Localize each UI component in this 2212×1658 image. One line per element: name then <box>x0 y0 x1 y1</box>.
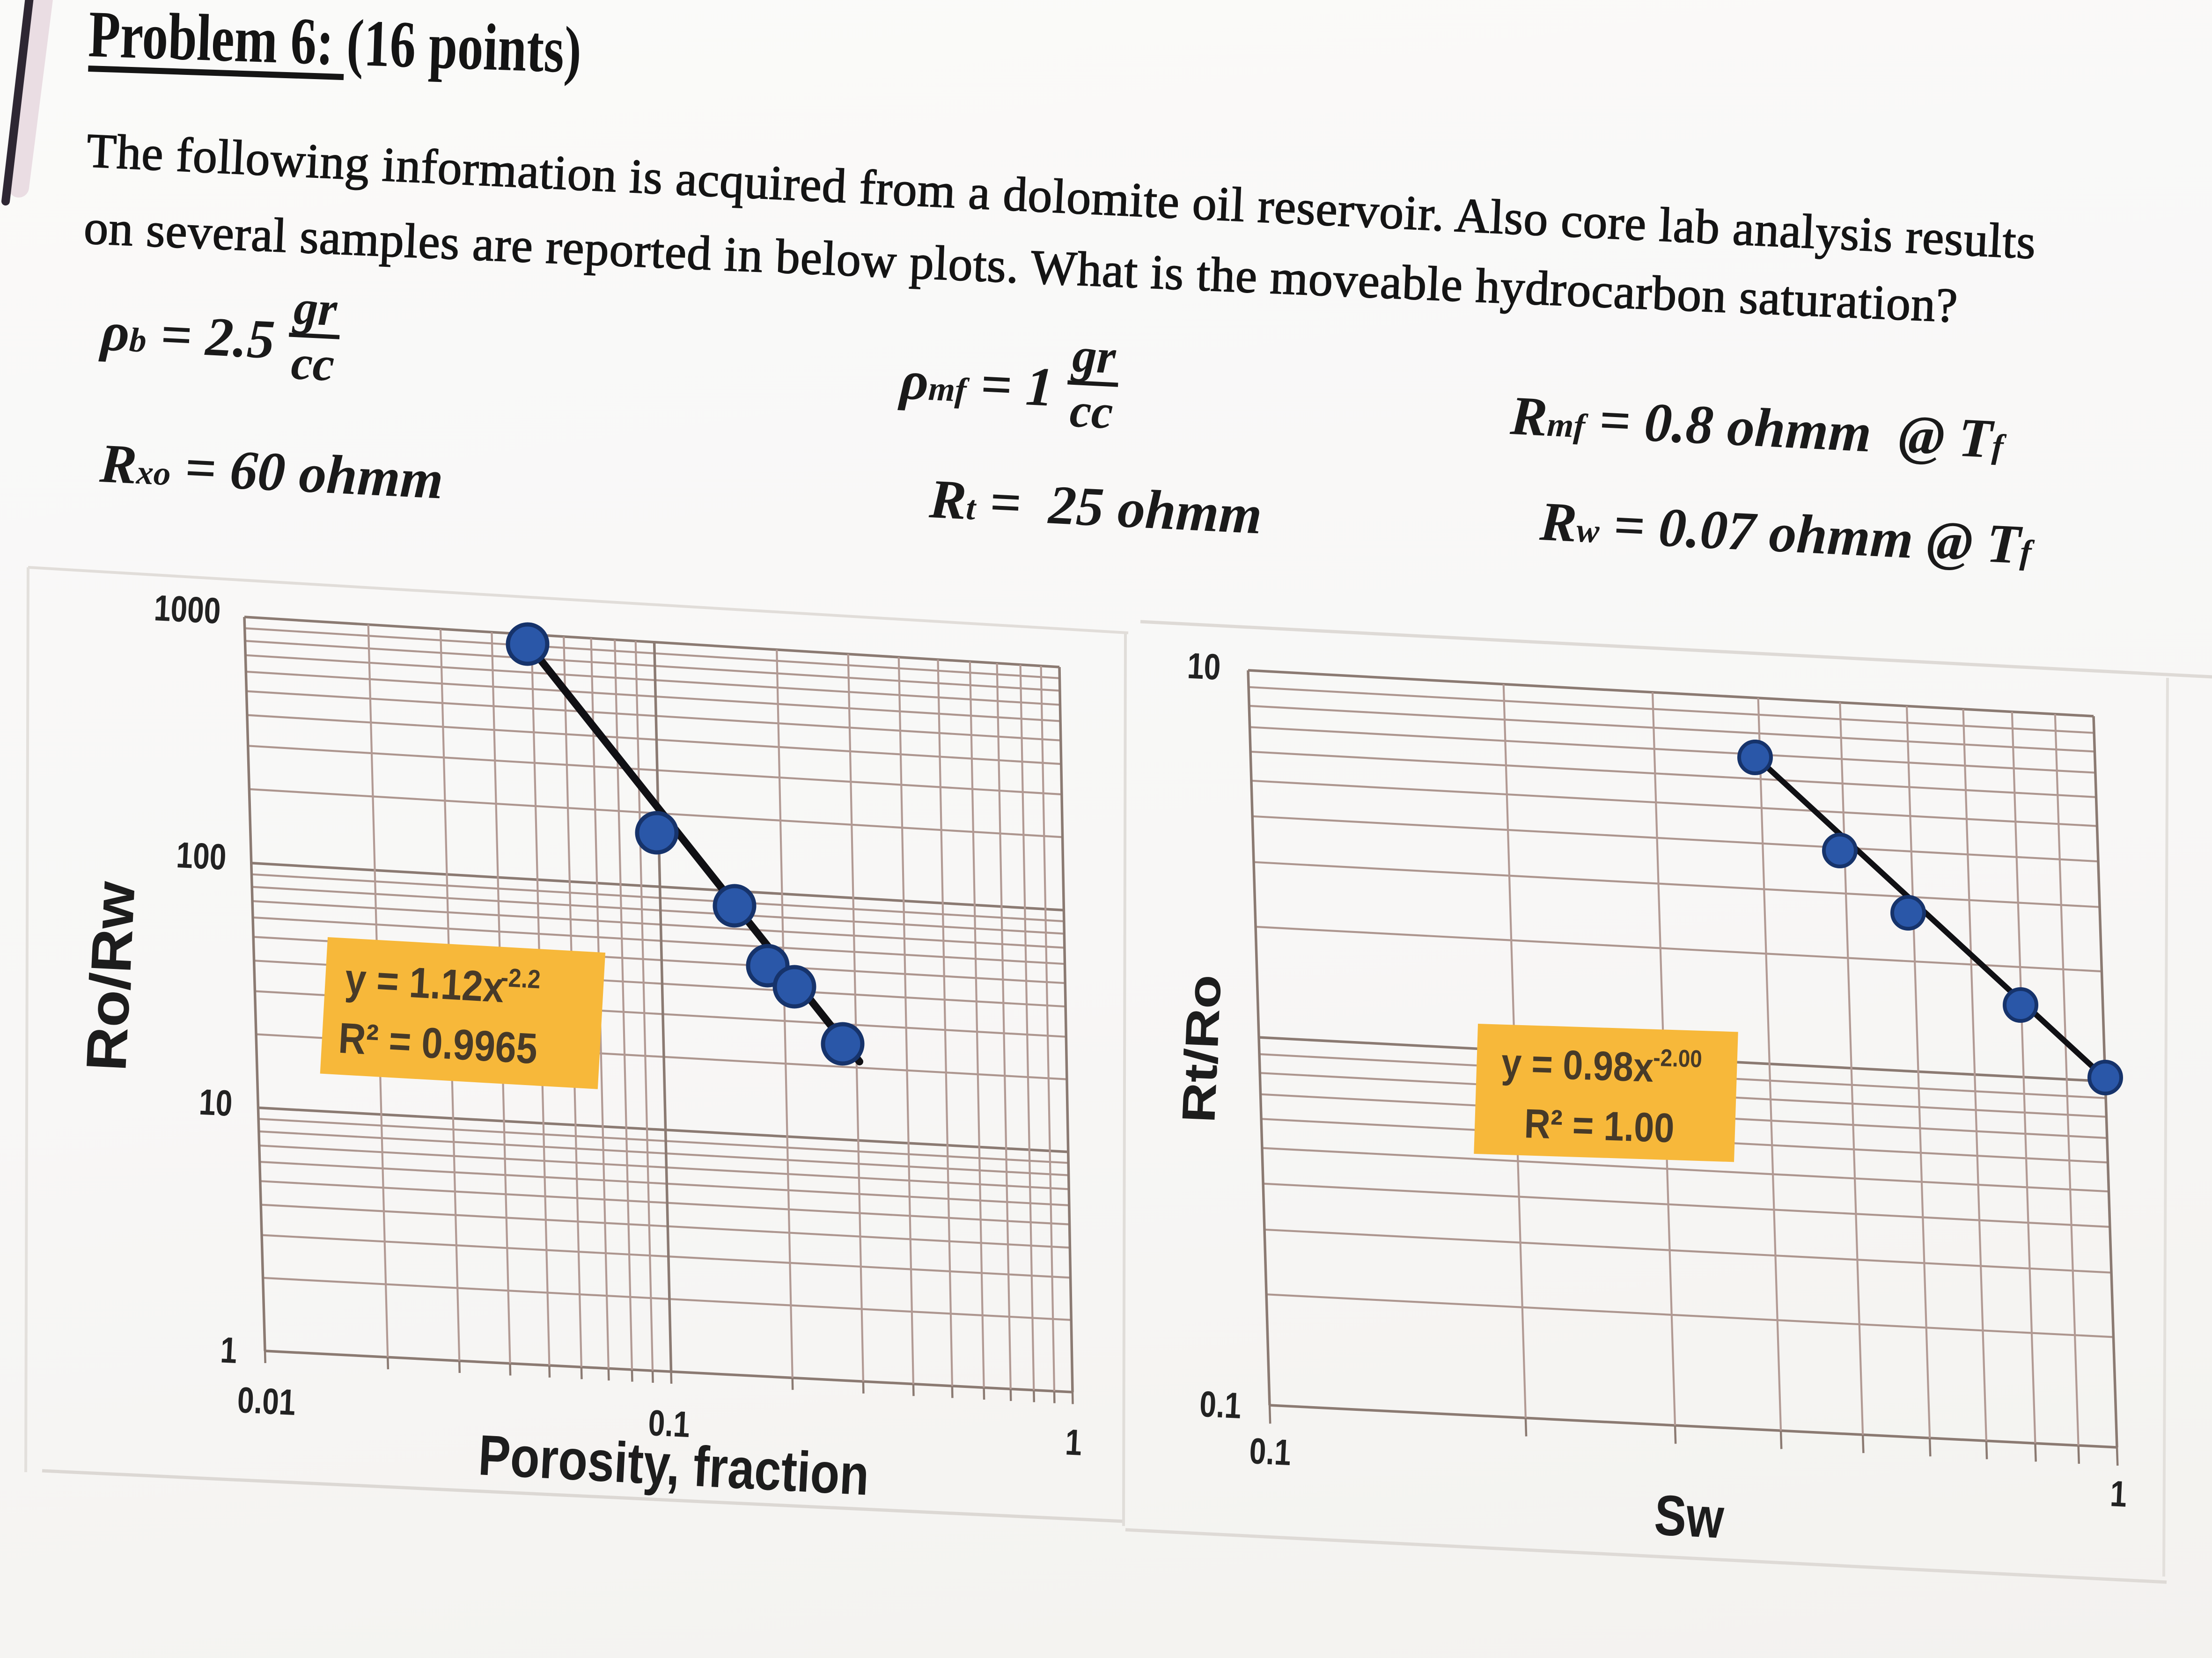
svg-text:R² = 0.9965: R² = 0.9965 <box>337 1014 538 1073</box>
svg-text:Ro/Rw: Ro/Rw <box>74 880 147 1072</box>
svg-text:0.1: 0.1 <box>1249 1431 1292 1474</box>
svg-text:1: 1 <box>220 1329 238 1371</box>
svg-text:10: 10 <box>198 1082 233 1124</box>
svg-text:0.1: 0.1 <box>1198 1384 1242 1427</box>
svg-text:-2.2: -2.2 <box>500 963 541 994</box>
svg-text:Sw: Sw <box>1653 1483 1726 1550</box>
svg-text:-2.00: -2.00 <box>1653 1044 1703 1073</box>
svg-text:Rt/Ro: Rt/Ro <box>1173 974 1231 1124</box>
svg-text:y = 0.98x: y = 0.98x <box>1501 1040 1654 1091</box>
svg-text:1: 1 <box>1064 1422 1083 1463</box>
svg-text:0.01: 0.01 <box>236 1379 297 1423</box>
svg-text:100: 100 <box>176 835 228 878</box>
svg-text:y = 1.12x: y = 1.12x <box>344 955 505 1012</box>
svg-text:R² = 1.00: R² = 1.00 <box>1523 1100 1675 1152</box>
svg-text:1000: 1000 <box>153 587 221 631</box>
svg-text:1: 1 <box>2109 1473 2128 1515</box>
svg-text:10: 10 <box>1186 646 1221 688</box>
svg-text:0.1: 0.1 <box>647 1402 691 1445</box>
